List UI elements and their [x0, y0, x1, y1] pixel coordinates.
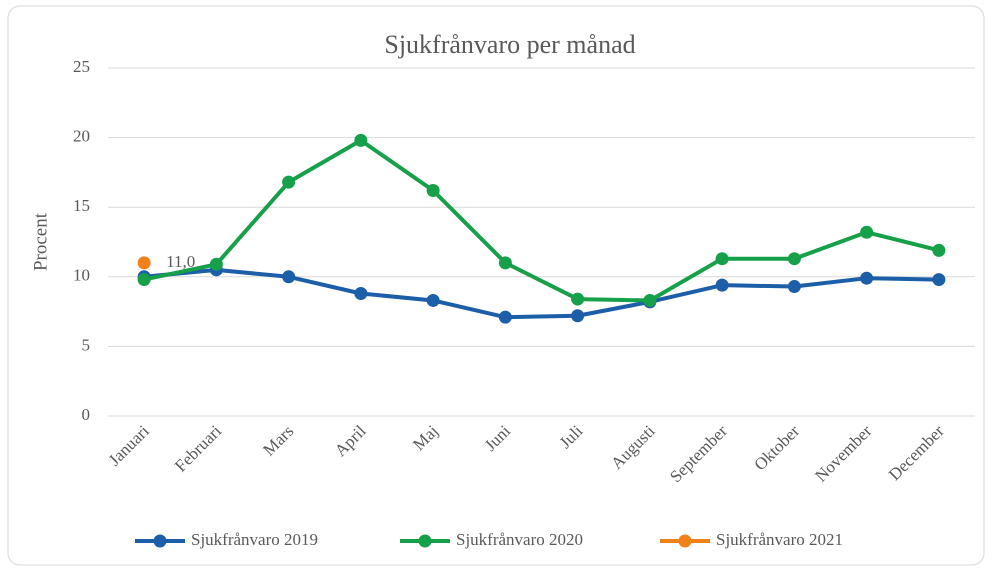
chart-title: Sjukfrånvaro per månad: [384, 30, 635, 59]
point: [354, 287, 368, 301]
point: [571, 309, 585, 323]
y-tick-label: 0: [82, 405, 91, 424]
point: [137, 256, 151, 270]
point: [860, 271, 874, 285]
legend-marker: [418, 534, 432, 548]
point: [426, 293, 440, 307]
point: [354, 133, 368, 147]
point: [426, 183, 440, 197]
y-tick-label: 10: [73, 266, 90, 285]
point: [860, 225, 874, 239]
point: [932, 273, 946, 287]
legend-label: Sjukfrånvaro 2021: [716, 530, 843, 549]
y-tick-label: 15: [73, 196, 90, 215]
legend-label: Sjukfrånvaro 2019: [191, 530, 318, 549]
point: [498, 310, 512, 324]
legend-marker: [678, 534, 692, 548]
point: [932, 243, 946, 257]
series-line: [143, 267, 939, 320]
y-tick-label: 20: [73, 127, 90, 146]
point: [137, 273, 151, 287]
legend-marker: [153, 534, 167, 548]
point: [715, 252, 729, 266]
chart-border: [7, 5, 985, 566]
y-tick-label: 5: [82, 335, 91, 354]
point: [787, 280, 801, 294]
point: [571, 292, 585, 306]
series-line: [143, 138, 940, 303]
point: [715, 278, 729, 292]
point: [282, 175, 296, 189]
y-tick-label: 25: [73, 57, 90, 76]
point: [498, 256, 512, 270]
point: [282, 270, 296, 284]
point: [209, 257, 223, 271]
point: [643, 293, 657, 307]
y-axis-label: Procent: [30, 212, 51, 271]
legend-label: Sjukfrånvaro 2020: [456, 530, 583, 549]
data-label: 11,0: [166, 252, 195, 271]
point: [787, 252, 801, 266]
